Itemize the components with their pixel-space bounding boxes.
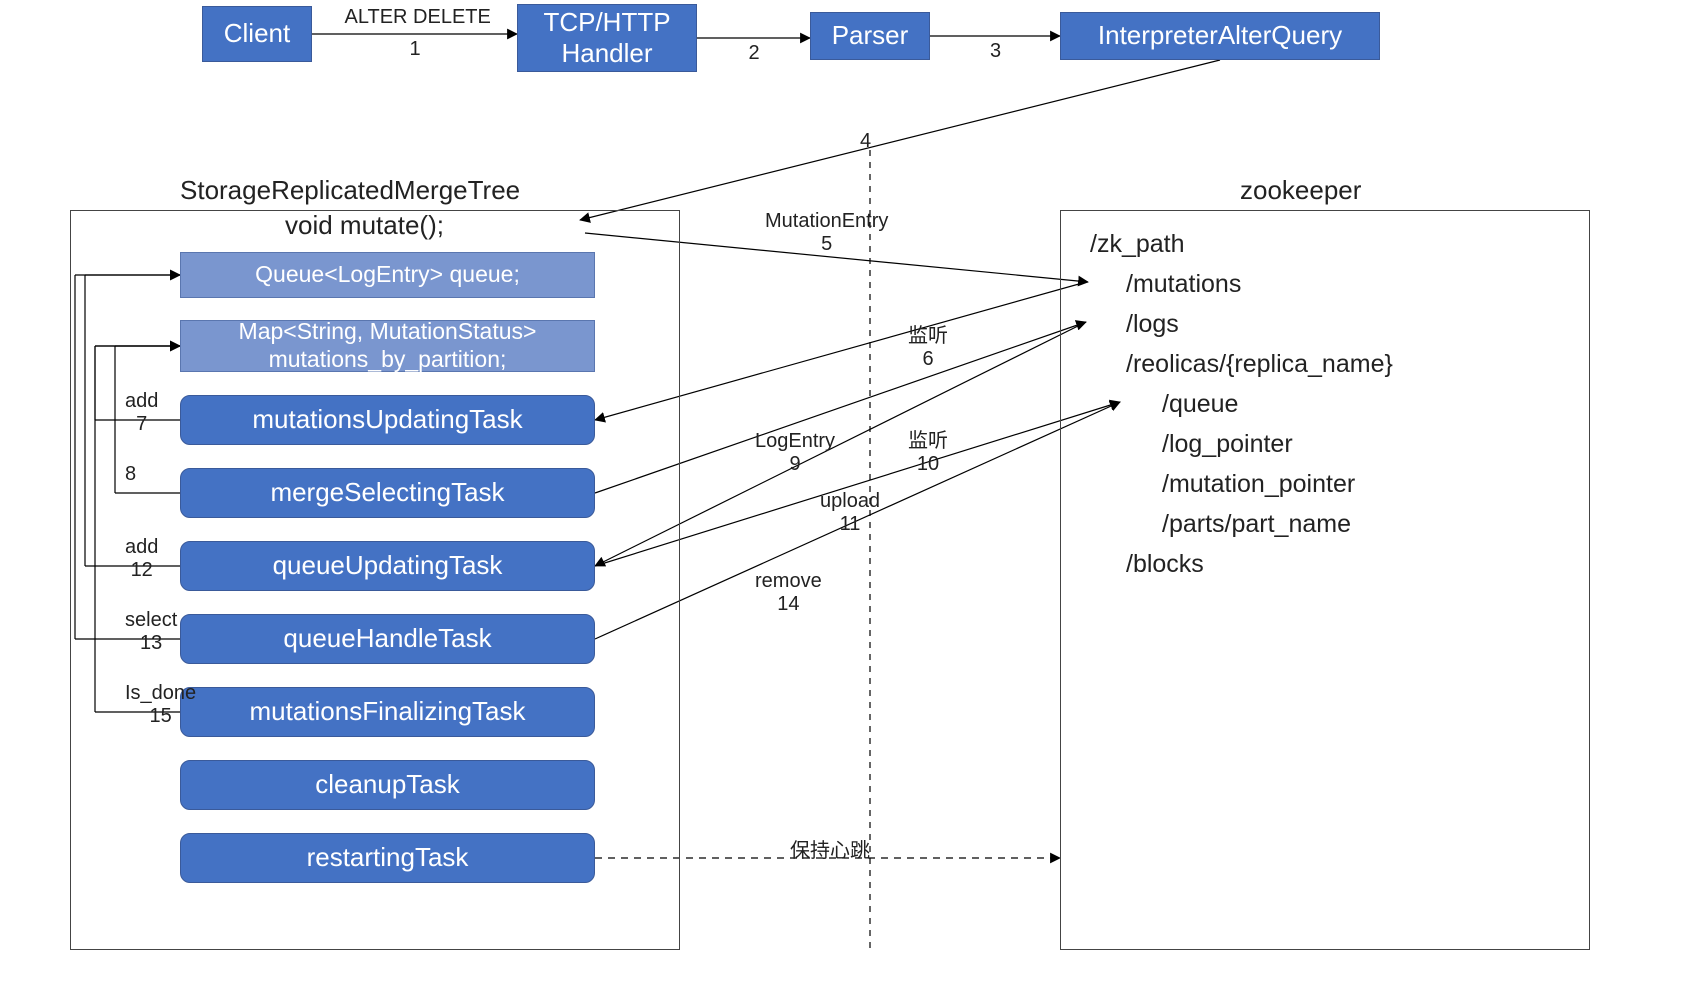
- node-queueUpdating: queueUpdatingTask: [180, 541, 595, 591]
- zk-path-7: /parts/part_name: [1162, 510, 1351, 539]
- node-tcphttp: TCP/HTTPHandler: [517, 4, 697, 72]
- edge-label-e4: 4: [860, 130, 871, 153]
- zk-path-0: /zk_path: [1090, 230, 1185, 259]
- node-queueHandle: queueHandleTask: [180, 614, 595, 664]
- storage-title: StorageReplicatedMergeTree: [180, 175, 520, 206]
- storage-subtitle: void mutate();: [285, 210, 444, 241]
- node-client: Client: [202, 6, 312, 62]
- node-interpreter: InterpreterAlterQuery: [1060, 12, 1380, 60]
- node-mergeSelect: mergeSelectingTask: [180, 468, 595, 518]
- edge-label-e11: upload11: [820, 490, 880, 536]
- edge-label-e5: MutationEntry5: [765, 210, 888, 256]
- node-parser: Parser: [810, 12, 930, 60]
- node-map_struct: Map<String, MutationStatus>mutations_by_…: [180, 320, 595, 372]
- zk-path-8: /blocks: [1126, 550, 1204, 579]
- node-mutFinalizing: mutationsFinalizingTask: [180, 687, 595, 737]
- zk-path-4: /queue: [1162, 390, 1238, 419]
- zk-path-5: /log_pointer: [1162, 430, 1293, 459]
- edge-label-e14: remove14: [755, 570, 822, 616]
- zk-path-6: /mutation_pointer: [1162, 470, 1355, 499]
- edge-label-e6: 监听6: [908, 325, 948, 371]
- edge-label-e9: LogEntry9: [755, 430, 835, 476]
- node-cleanup: cleanupTask: [180, 760, 595, 810]
- zk-path-1: /mutations: [1126, 270, 1241, 299]
- zk-path-3: /reolicas/{replica_name}: [1126, 350, 1393, 379]
- edge-label-e10: 监听10: [908, 430, 948, 476]
- node-mutUpdating: mutationsUpdatingTask: [180, 395, 595, 445]
- node-restarting: restartingTask: [180, 833, 595, 883]
- heartbeat-label: 保持心跳: [790, 840, 870, 863]
- node-queue_struct: Queue<LogEntry> queue;: [180, 252, 595, 298]
- diagram-root: Client TCP/HTTPHandler Parser InterpreterAl…: [0, 0, 1704, 998]
- zookeeper-title: zookeeper: [1240, 175, 1361, 206]
- zk-path-2: /logs: [1126, 310, 1179, 339]
